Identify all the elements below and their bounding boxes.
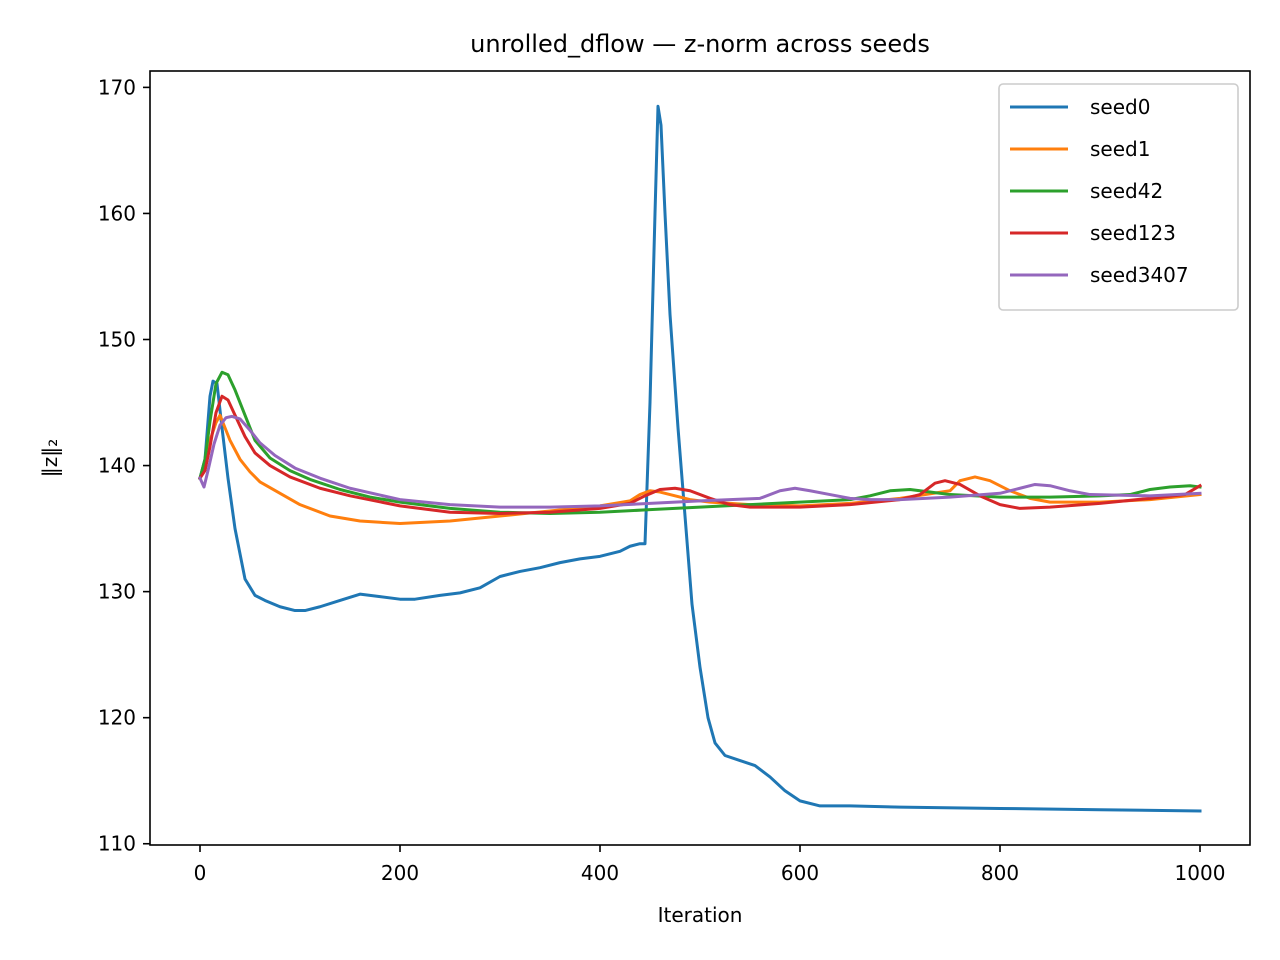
- legend-label: seed0: [1090, 95, 1150, 119]
- series-line-seed1: [198, 413, 1202, 526]
- legend-label: seed1: [1090, 137, 1150, 161]
- x-tick-label: 200: [381, 861, 419, 885]
- plot-frame: [149, 70, 1251, 846]
- y-tick-label: 150: [98, 328, 136, 352]
- y-tick-label: 160: [98, 201, 136, 225]
- y-axis: 110 120 130 140 150 160 170: [98, 75, 150, 856]
- x-tick-label: 400: [581, 861, 619, 885]
- y-tick-label: 140: [98, 454, 136, 478]
- y-tick-label: 130: [98, 580, 136, 604]
- x-tick-label: 600: [781, 861, 819, 885]
- y-tick-label: 120: [98, 706, 136, 730]
- legend-label: seed123: [1090, 221, 1176, 245]
- x-tick-label: 800: [981, 861, 1019, 885]
- y-axis-label: ‖z‖₂: [38, 439, 62, 478]
- chart-title: unrolled_dflow — z-norm across seeds: [470, 30, 930, 58]
- series-layer: [197, 104, 1203, 813]
- x-tick-label: 1000: [1175, 861, 1226, 885]
- series-line-seed42: [198, 370, 1202, 515]
- y-tick-label: 110: [98, 832, 136, 856]
- legend-label: seed3407: [1090, 263, 1189, 287]
- x-axis-label: Iteration: [658, 903, 743, 927]
- x-tick-label: 0: [194, 861, 207, 885]
- series-line-seed3407: [198, 414, 1202, 509]
- legend-label: seed42: [1090, 179, 1163, 203]
- series-line-seed0: [198, 104, 1202, 813]
- y-tick-label: 170: [98, 75, 136, 99]
- legend: seed0 seed1 seed42 seed123 seed3407: [998, 83, 1239, 311]
- series-line-seed123: [197, 394, 1203, 515]
- x-axis: 0 200 400 600 800 1000: [194, 845, 1226, 885]
- legend-box: [998, 83, 1239, 311]
